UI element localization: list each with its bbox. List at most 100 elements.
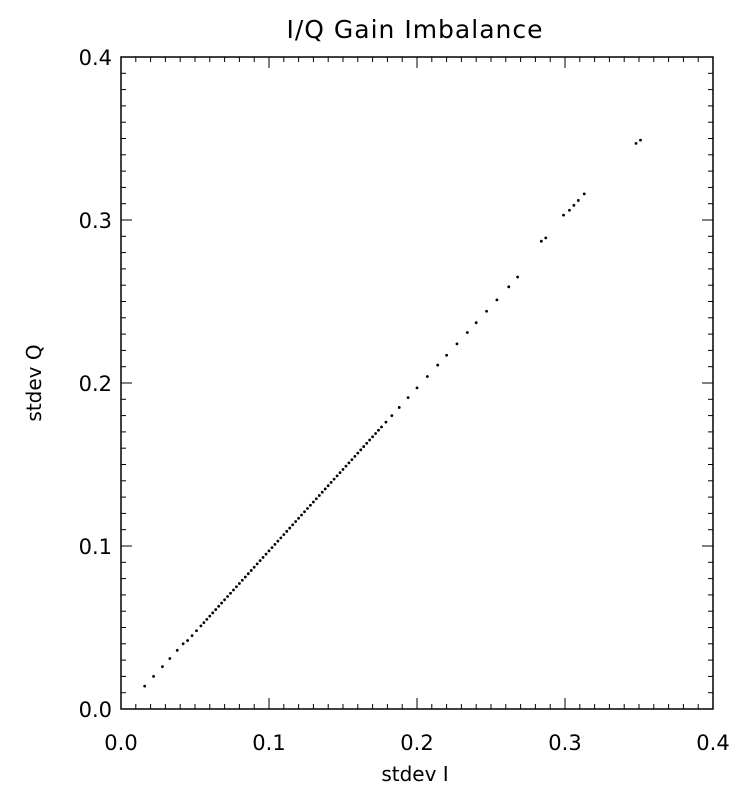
data-point — [214, 608, 218, 611]
data-point — [211, 611, 215, 615]
y-tick-label: 0.4 — [79, 46, 112, 70]
data-point — [415, 386, 419, 390]
data-point — [314, 497, 318, 501]
data-point — [229, 591, 232, 595]
data-point — [238, 582, 241, 585]
data-point — [507, 285, 511, 289]
data-point — [270, 546, 274, 550]
data-point — [326, 484, 330, 488]
data-point — [288, 526, 292, 530]
data-point — [634, 141, 638, 145]
data-point — [285, 529, 289, 533]
data-point — [267, 549, 271, 553]
data-point — [312, 500, 315, 504]
axis-ticks: 0.0 0.1 0.2 0.3 0.4 0.0 0.1 0.2 0.3 0.4 — [79, 46, 730, 755]
data-point — [220, 601, 224, 605]
data-point — [226, 595, 229, 598]
data-point — [368, 438, 372, 442]
data-point — [190, 634, 194, 638]
y-tick-label: 0.1 — [79, 535, 112, 559]
data-point — [359, 448, 363, 452]
y-tick-label: 0.2 — [79, 372, 112, 396]
data-point — [485, 309, 488, 313]
data-point — [273, 542, 277, 546]
data-point — [474, 321, 478, 325]
data-point — [465, 331, 469, 334]
data-point — [356, 451, 360, 455]
data-point — [143, 684, 147, 688]
data-point — [161, 665, 164, 669]
data-point — [303, 510, 306, 514]
plot-frame — [120, 56, 714, 710]
data-point — [377, 428, 380, 432]
data-point — [338, 471, 342, 475]
data-point — [306, 507, 309, 510]
y-axis-label: stdev Q — [22, 344, 46, 421]
data-point — [217, 604, 221, 608]
data-point — [152, 675, 155, 678]
y-tick-label: 0.0 — [79, 698, 112, 722]
data-point — [208, 614, 212, 618]
data-point — [255, 562, 259, 566]
data-point — [294, 520, 298, 523]
data-point — [365, 441, 369, 445]
x-axis-label: stdev I — [381, 762, 448, 786]
data-point — [329, 481, 333, 484]
data-point — [264, 552, 268, 556]
data-point — [562, 213, 565, 217]
data-point — [455, 342, 459, 346]
data-point — [291, 523, 295, 527]
data-point — [425, 375, 429, 378]
data-point — [261, 556, 265, 559]
data-point — [380, 425, 383, 429]
data-point — [186, 639, 190, 642]
data-point — [205, 617, 209, 621]
data-points — [143, 138, 642, 688]
data-point — [175, 648, 179, 652]
data-point — [309, 503, 312, 507]
data-point — [568, 208, 571, 212]
data-point — [297, 516, 300, 520]
data-point — [282, 533, 286, 536]
data-point — [252, 565, 256, 569]
data-point — [572, 203, 576, 207]
data-point — [202, 621, 206, 625]
data-point — [495, 298, 499, 302]
data-point — [332, 477, 336, 481]
data-point — [371, 435, 374, 439]
data-point — [582, 192, 586, 196]
data-point — [300, 513, 303, 517]
data-point — [353, 454, 357, 458]
data-point — [235, 585, 238, 589]
data-point — [276, 539, 280, 543]
data-point — [539, 239, 543, 243]
data-point — [323, 487, 327, 491]
data-point — [406, 396, 410, 400]
data-point — [249, 569, 253, 572]
x-tick-label: 0.1 — [252, 731, 285, 755]
data-point — [436, 363, 440, 367]
data-point — [232, 588, 235, 592]
data-point — [344, 464, 348, 468]
data-point — [279, 536, 283, 540]
x-tick-label: 0.4 — [696, 731, 729, 755]
data-point — [445, 353, 448, 357]
data-point — [390, 414, 394, 417]
x-tick-label: 0.0 — [104, 731, 137, 755]
data-point — [246, 572, 250, 576]
data-point — [258, 559, 262, 563]
data-point — [240, 578, 244, 582]
data-point — [195, 629, 198, 633]
data-point — [362, 445, 366, 448]
x-tick-label: 0.2 — [400, 731, 433, 755]
chart-title: I/Q Gain Imbalance — [286, 15, 543, 44]
data-point — [320, 490, 324, 494]
data-point — [317, 494, 321, 497]
y-tick-label: 0.3 — [79, 209, 112, 233]
data-point — [223, 598, 227, 602]
data-point — [335, 474, 339, 478]
data-point — [374, 432, 377, 435]
data-point — [384, 420, 388, 424]
data-point — [350, 458, 354, 462]
